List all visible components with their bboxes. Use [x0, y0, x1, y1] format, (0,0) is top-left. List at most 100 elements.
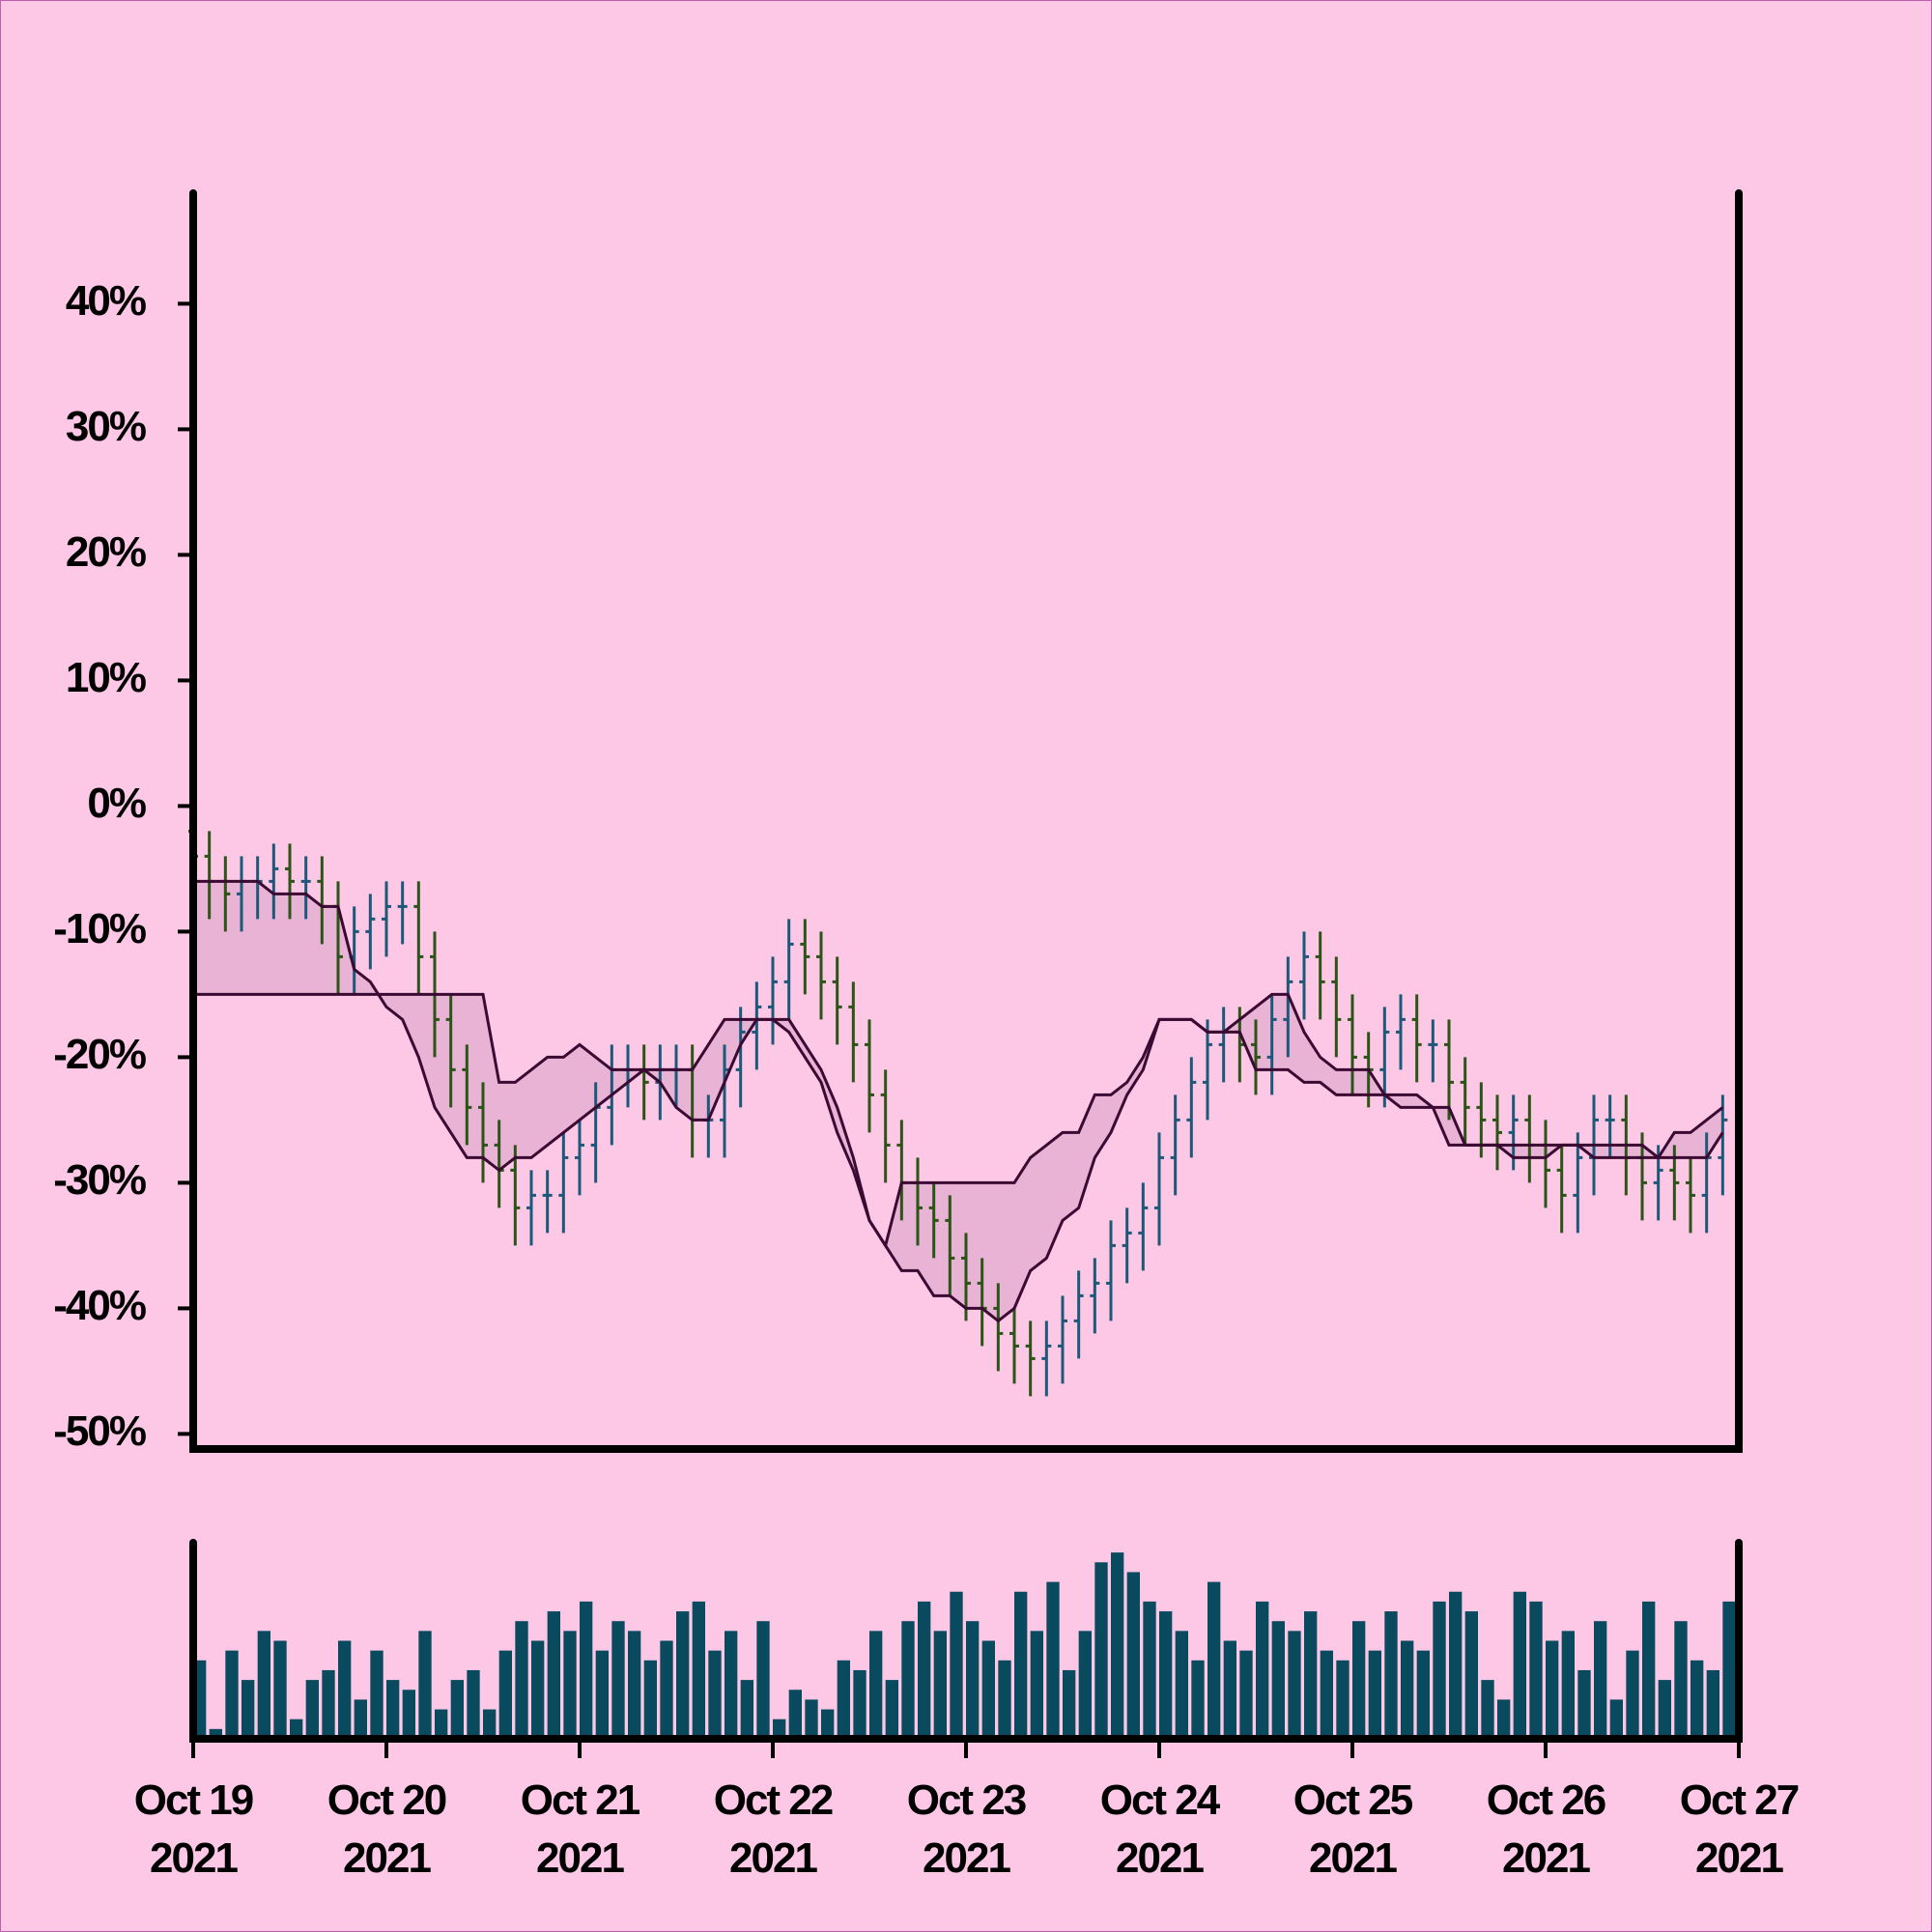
x-tick-label-line: 2021 — [1116, 1834, 1204, 1882]
volume-bar — [595, 1650, 609, 1739]
volume-bar — [724, 1631, 738, 1739]
y-tick-label: 10% — [66, 654, 146, 701]
volume-bar — [563, 1631, 577, 1739]
volume-bar — [1626, 1650, 1639, 1739]
volume-bar — [1497, 1699, 1511, 1739]
volume-bar — [1401, 1640, 1414, 1739]
volume-bar — [643, 1660, 657, 1739]
volume-bar — [853, 1669, 867, 1739]
volume-bar — [1046, 1581, 1060, 1739]
volume-bar — [1449, 1591, 1463, 1739]
volume-bar — [1416, 1650, 1430, 1739]
volume-bar — [225, 1650, 239, 1739]
y-tick-label: 20% — [66, 528, 146, 576]
volume-bar — [1658, 1680, 1671, 1739]
x-tick-label: Oct 20 2021 — [327, 1776, 446, 1882]
price-frame — [189, 189, 1743, 1453]
x-tick-label-line: Oct 23 — [907, 1776, 1026, 1824]
volume-bar — [1577, 1669, 1591, 1739]
x-tick-label: Oct 21 2021 — [521, 1776, 640, 1882]
volume-bar — [708, 1650, 722, 1739]
volume-bar — [547, 1611, 560, 1739]
volume-bar — [740, 1680, 753, 1739]
x-tick-label-line: Oct 20 — [327, 1776, 446, 1824]
volume-bar — [1191, 1660, 1205, 1739]
volume-bar — [370, 1650, 384, 1739]
volume-bar — [1706, 1669, 1719, 1739]
volume-bar — [338, 1640, 352, 1739]
volume-bar — [660, 1640, 673, 1739]
x-tick-label: Oct 23 2021 — [907, 1776, 1026, 1882]
volume-bar — [1674, 1621, 1688, 1739]
volume-bar — [1030, 1631, 1043, 1739]
volume-bar — [1594, 1621, 1607, 1739]
x-tick-label: Oct 22 2021 — [714, 1776, 833, 1882]
x-tick-label-line: 2021 — [923, 1834, 1010, 1882]
y-tick-label: 0% — [87, 780, 145, 827]
x-tick-label-line: Oct 24 — [1100, 1776, 1221, 1824]
x-tick-label-line: 2021 — [1502, 1834, 1590, 1882]
volume-bar — [273, 1640, 287, 1739]
volume-bar — [998, 1660, 1011, 1739]
volume-bar — [1256, 1601, 1269, 1739]
volume-bar — [1481, 1680, 1494, 1739]
volume-bar — [1561, 1631, 1575, 1739]
volume-bar — [1094, 1562, 1108, 1739]
volume-bar — [1529, 1601, 1543, 1739]
cloud-fill — [193, 881, 1723, 1321]
volume-bar — [901, 1621, 915, 1739]
y-tick-label: -50% — [53, 1407, 146, 1455]
volume-bar — [869, 1631, 883, 1739]
volume-bar — [435, 1709, 448, 1739]
volume-bar — [257, 1631, 270, 1739]
x-tick-label-line: 2021 — [536, 1834, 624, 1882]
x-tick-label-line: Oct 19 — [134, 1776, 253, 1824]
volume-bar — [305, 1680, 319, 1739]
volume-bar — [1111, 1552, 1124, 1739]
volume-bar — [1304, 1611, 1318, 1739]
x-tick-label-line: Oct 21 — [521, 1776, 640, 1824]
x-tick-label-line: 2021 — [1309, 1834, 1397, 1882]
volume-bar — [773, 1719, 786, 1739]
volume-bar — [788, 1690, 802, 1739]
volume-bar — [1464, 1611, 1478, 1739]
volume-bar — [402, 1690, 415, 1739]
x-tick-label-line: Oct 25 — [1293, 1776, 1413, 1824]
volume-bar — [981, 1640, 995, 1739]
volume-bar — [692, 1601, 705, 1739]
volume-bar — [628, 1631, 641, 1739]
volume-bar — [1609, 1699, 1623, 1739]
volume-bar — [1352, 1621, 1366, 1739]
volume-bar — [1143, 1601, 1156, 1739]
volume-bar — [531, 1640, 545, 1739]
volume-bar — [1175, 1631, 1188, 1739]
volume-bar — [1078, 1631, 1092, 1739]
x-tick-label: Oct 26 2021 — [1487, 1776, 1605, 1882]
x-tick-label: Oct 27 2021 — [1680, 1776, 1799, 1882]
y-tick-label: -30% — [53, 1156, 146, 1204]
volume-bar — [386, 1680, 400, 1739]
volume-bar — [933, 1631, 947, 1739]
volume-bar — [580, 1601, 593, 1739]
volume-bar — [611, 1621, 625, 1739]
volume-bar — [1546, 1640, 1559, 1739]
volume-bar — [209, 1728, 222, 1739]
volume-bar — [1384, 1611, 1398, 1739]
volume-bar — [290, 1719, 303, 1739]
x-tick-label-line: Oct 22 — [714, 1776, 833, 1824]
volume-bar — [498, 1650, 512, 1739]
x-tick-label-line: 2021 — [729, 1834, 817, 1882]
volume-bar — [1320, 1650, 1333, 1739]
x-tick-label-line: Oct 27 — [1680, 1776, 1799, 1824]
volume-bar — [805, 1699, 818, 1739]
volume-bar — [1063, 1669, 1076, 1739]
volume-bar — [885, 1680, 898, 1739]
volume-bar — [1336, 1660, 1350, 1739]
volume-bar — [242, 1680, 255, 1739]
x-tick-label-line: 2021 — [1695, 1834, 1783, 1882]
volume-bar — [837, 1660, 850, 1739]
volume-bar — [322, 1669, 335, 1739]
y-tick-label: 30% — [66, 403, 146, 450]
volume-bar — [918, 1601, 931, 1739]
